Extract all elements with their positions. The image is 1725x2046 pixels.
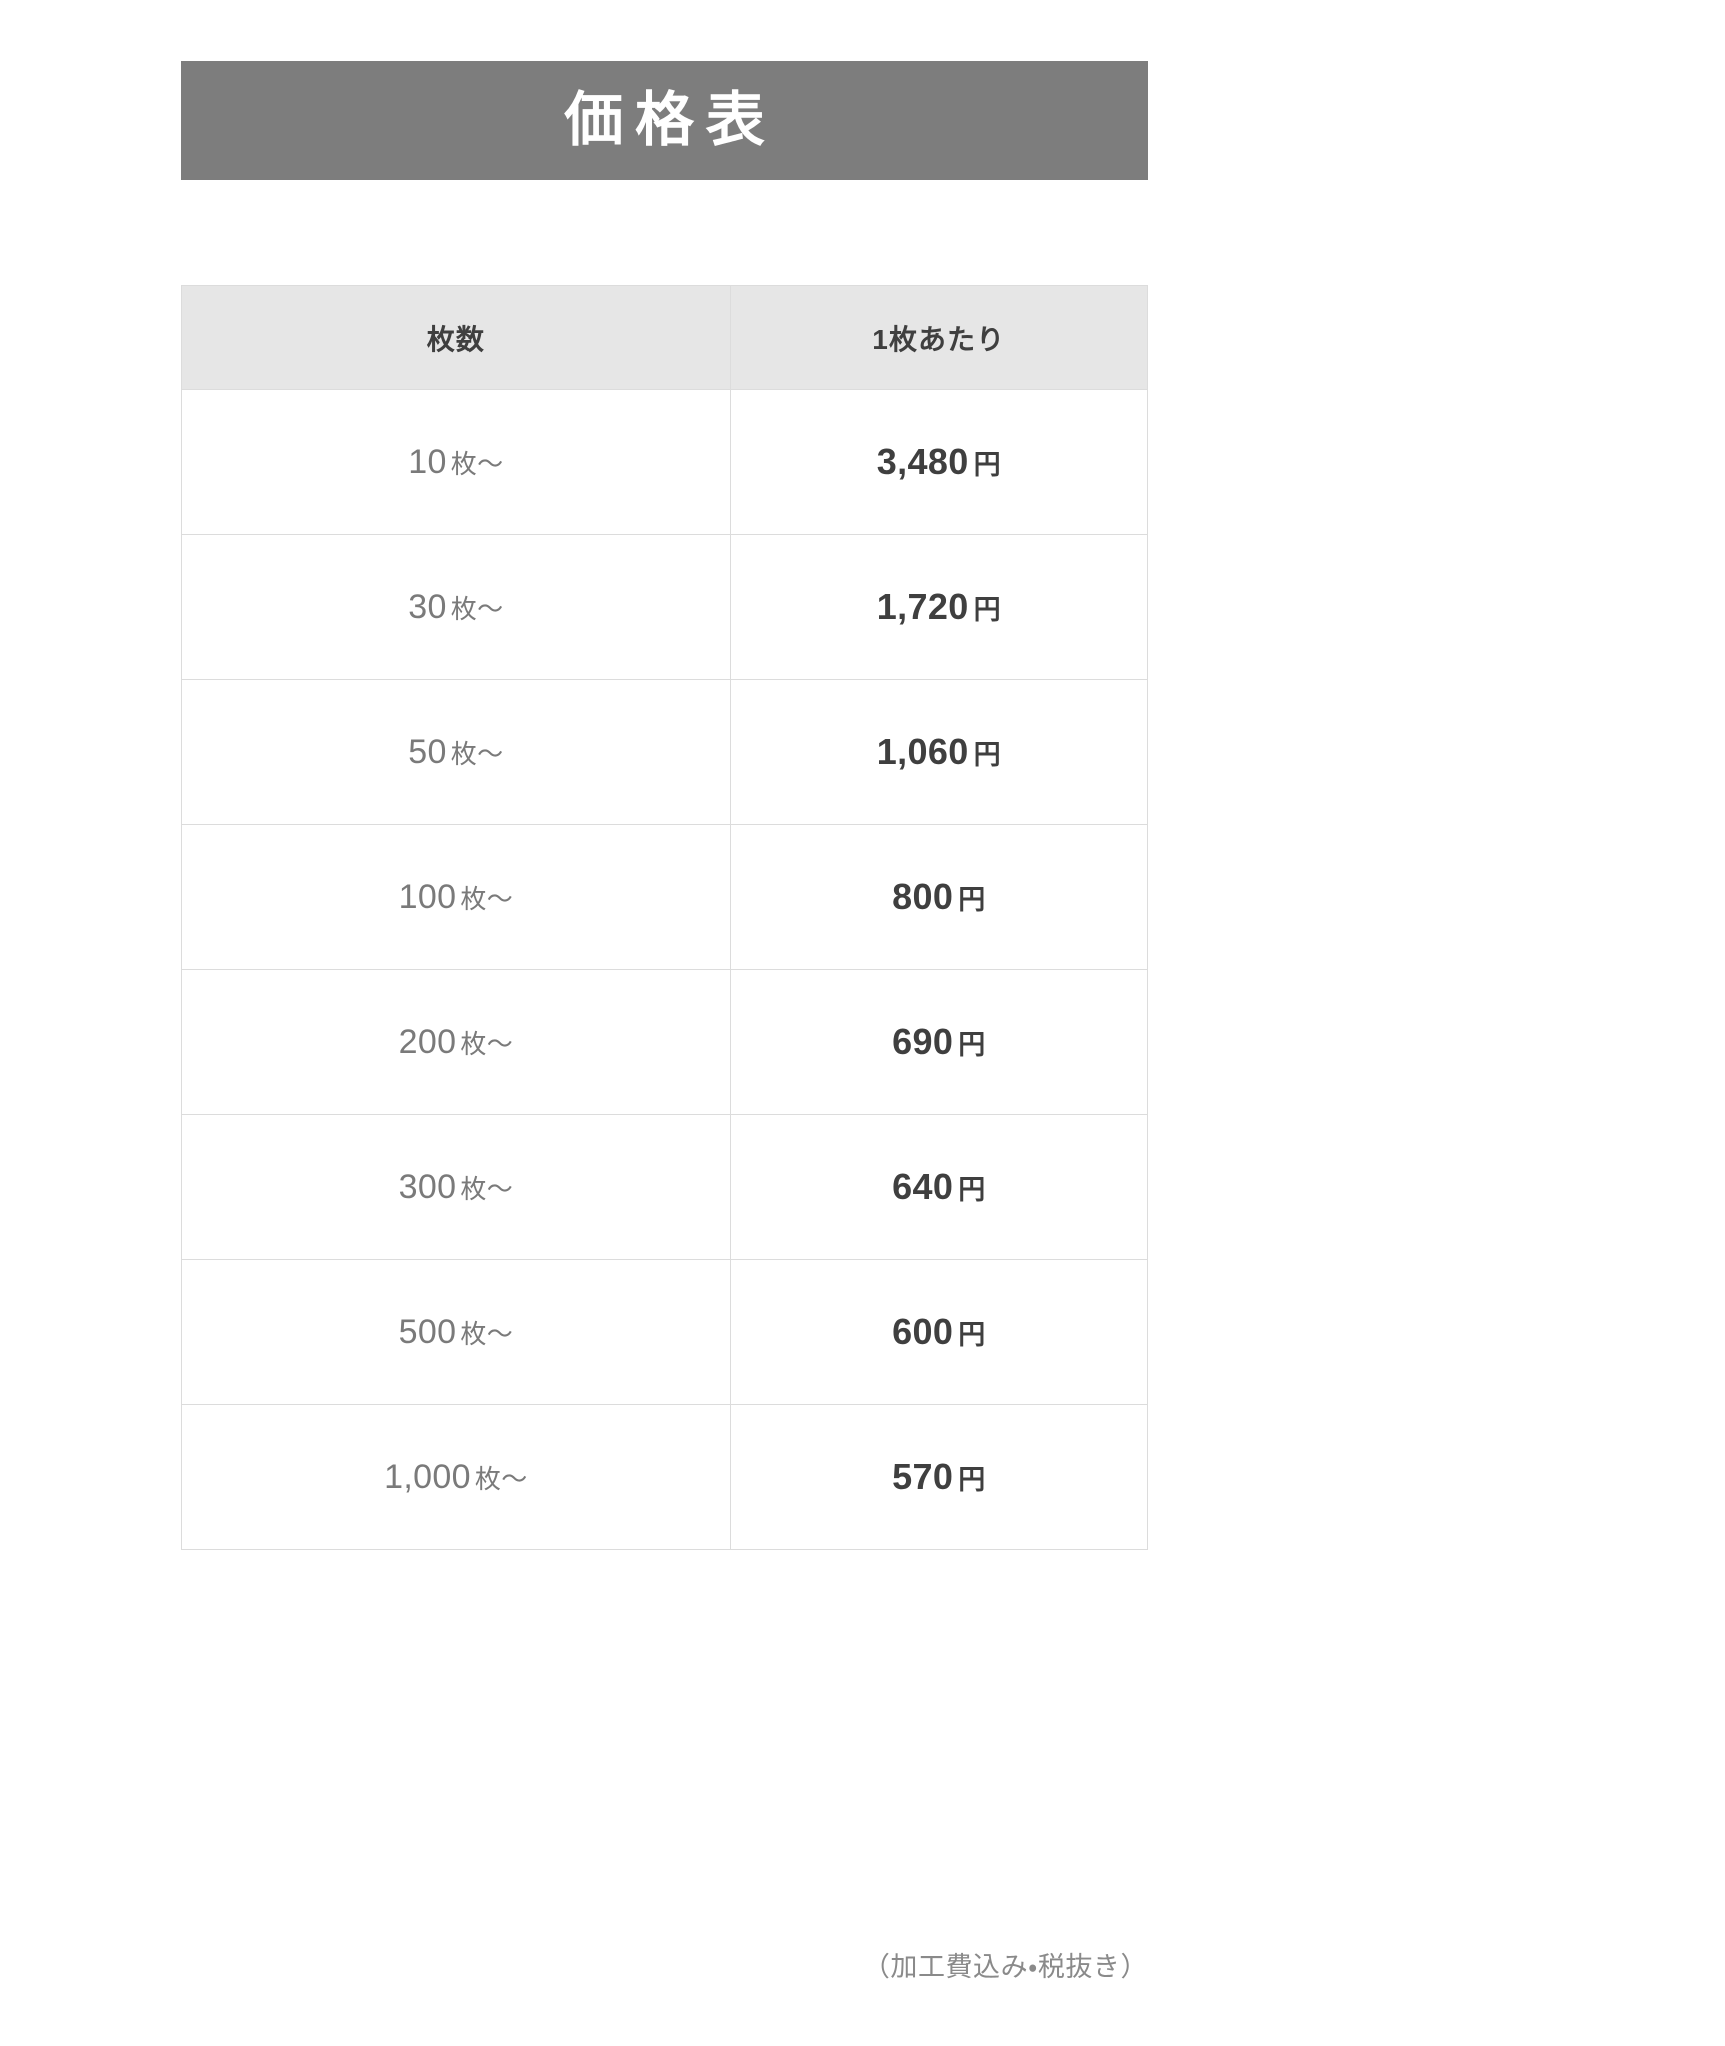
unit-price-currency: 円 <box>958 885 986 915</box>
unit-price-currency: 円 <box>973 740 1001 770</box>
quantity-value: 200 枚〜 <box>399 1023 513 1061</box>
quantity-number: 500 <box>398 1312 457 1351</box>
page-title: 価格表 <box>564 87 777 153</box>
table-row: 1,000 枚〜 570 円 <box>181 1404 1149 1550</box>
unit-price-value: 570 円 <box>892 1456 986 1497</box>
unit-price-number: 690 <box>892 1021 954 1062</box>
quantity-unit: 枚 <box>460 1318 487 1349</box>
cell-quantity: 500 枚〜 <box>181 1259 731 1405</box>
table-body: 10 枚〜 3,480 円 30 枚〜 1,720 円 50 枚〜 1,060 円 100 枚〜 800 円 2… <box>181 389 1149 1550</box>
cell-quantity: 50 枚〜 <box>181 679 731 825</box>
table-row: 300 枚〜 640 円 <box>181 1114 1149 1260</box>
table-row: 30 枚〜 1,720 円 <box>181 534 1149 680</box>
quantity-unit: 枚 <box>450 738 478 769</box>
price-table: 枚数 1枚あたり 10 枚〜 3,480 円 30 枚〜 1,720 円 50 枚〜 1,060 円 1… <box>181 285 1149 1550</box>
unit-price-number: 800 <box>892 876 954 917</box>
quantity-range-mark: 〜 <box>477 448 504 479</box>
cell-unit-price: 1,720 円 <box>729 534 1149 680</box>
table-row: 10 枚〜 3,480 円 <box>181 389 1149 535</box>
unit-price-currency: 円 <box>958 1465 986 1495</box>
title-banner: 価格表 <box>181 61 1148 180</box>
quantity-unit: 枚 <box>460 1173 487 1204</box>
quantity-number: 10 <box>408 442 447 481</box>
cell-quantity: 100 枚〜 <box>181 824 731 970</box>
cell-quantity: 200 枚〜 <box>181 969 731 1115</box>
quantity-range-mark: 〜 <box>486 883 514 914</box>
unit-price-number: 1,720 <box>876 586 969 627</box>
quantity-value: 300 枚〜 <box>399 1168 513 1206</box>
quantity-number: 200 <box>398 1022 457 1061</box>
unit-price-currency: 円 <box>973 595 1001 625</box>
quantity-value: 100 枚〜 <box>399 878 513 916</box>
cell-unit-price: 3,480 円 <box>729 389 1149 535</box>
unit-price-value: 1,060 円 <box>877 731 1001 772</box>
unit-price-number: 3,480 <box>876 441 969 482</box>
table-row: 200 枚〜 690 円 <box>181 969 1149 1115</box>
unit-price-value: 690 円 <box>892 1021 986 1062</box>
unit-price-value: 3,480 円 <box>877 441 1001 482</box>
quantity-value: 30 枚〜 <box>408 588 503 626</box>
quantity-number: 30 <box>408 587 447 626</box>
quantity-value: 10 枚〜 <box>408 443 503 481</box>
cell-quantity: 30 枚〜 <box>181 534 731 680</box>
unit-price-number: 570 <box>892 1456 954 1497</box>
table-row: 100 枚〜 800 円 <box>181 824 1149 970</box>
column-header-unit-price: 1枚あたり <box>729 285 1149 390</box>
quantity-value: 1,000 枚〜 <box>384 1458 527 1496</box>
quantity-number: 300 <box>398 1167 457 1206</box>
unit-price-currency: 円 <box>973 450 1001 480</box>
quantity-range-mark: 〜 <box>486 1318 514 1349</box>
cell-unit-price: 640 円 <box>729 1114 1149 1260</box>
unit-price-value: 600 円 <box>892 1311 986 1352</box>
unit-price-number: 1,060 <box>876 731 969 772</box>
quantity-value: 500 枚〜 <box>399 1313 513 1351</box>
cell-quantity: 300 枚〜 <box>181 1114 731 1260</box>
unit-price-currency: 円 <box>958 1175 986 1205</box>
unit-price-currency: 円 <box>958 1030 986 1060</box>
table-header-row: 枚数 1枚あたり <box>181 285 1149 390</box>
cell-unit-price: 690 円 <box>729 969 1149 1115</box>
quantity-range-mark: 〜 <box>486 1173 514 1204</box>
quantity-unit: 枚 <box>460 883 487 914</box>
quantity-range-mark: 〜 <box>477 738 504 769</box>
quantity-unit: 枚 <box>450 448 478 479</box>
quantity-unit: 枚 <box>460 1028 487 1059</box>
unit-price-value: 1,720 円 <box>877 586 1001 627</box>
unit-price-value: 800 円 <box>892 876 986 917</box>
quantity-range-mark: 〜 <box>486 1028 514 1059</box>
quantity-number: 50 <box>408 732 447 771</box>
quantity-unit: 枚 <box>474 1463 502 1494</box>
table-header: 枚数 1枚あたり <box>181 285 1149 390</box>
cell-quantity: 1,000 枚〜 <box>181 1404 731 1550</box>
cell-unit-price: 1,060 円 <box>729 679 1149 825</box>
unit-price-value: 640 円 <box>892 1166 986 1207</box>
price-table-container: 枚数 1枚あたり 10 枚〜 3,480 円 30 枚〜 1,720 円 50 枚〜 1,060 円 1… <box>181 285 1149 1550</box>
quantity-range-mark: 〜 <box>501 1463 528 1494</box>
quantity-value: 50 枚〜 <box>408 733 503 771</box>
cell-unit-price: 800 円 <box>729 824 1149 970</box>
column-header-quantity: 枚数 <box>181 285 731 390</box>
cell-unit-price: 600 円 <box>729 1259 1149 1405</box>
cell-quantity: 10 枚〜 <box>181 389 731 535</box>
table-row: 50 枚〜 1,060 円 <box>181 679 1149 825</box>
unit-price-number: 600 <box>892 1311 954 1352</box>
table-row: 500 枚〜 600 円 <box>181 1259 1149 1405</box>
cell-unit-price: 570 円 <box>729 1404 1149 1550</box>
unit-price-currency: 円 <box>958 1320 986 1350</box>
quantity-number: 1,000 <box>384 1457 471 1496</box>
quantity-number: 100 <box>398 877 457 916</box>
quantity-range-mark: 〜 <box>477 593 504 624</box>
quantity-unit: 枚 <box>450 593 478 624</box>
footnote: （加工費込み・税抜き） <box>862 1952 1148 1982</box>
unit-price-number: 640 <box>892 1166 954 1207</box>
